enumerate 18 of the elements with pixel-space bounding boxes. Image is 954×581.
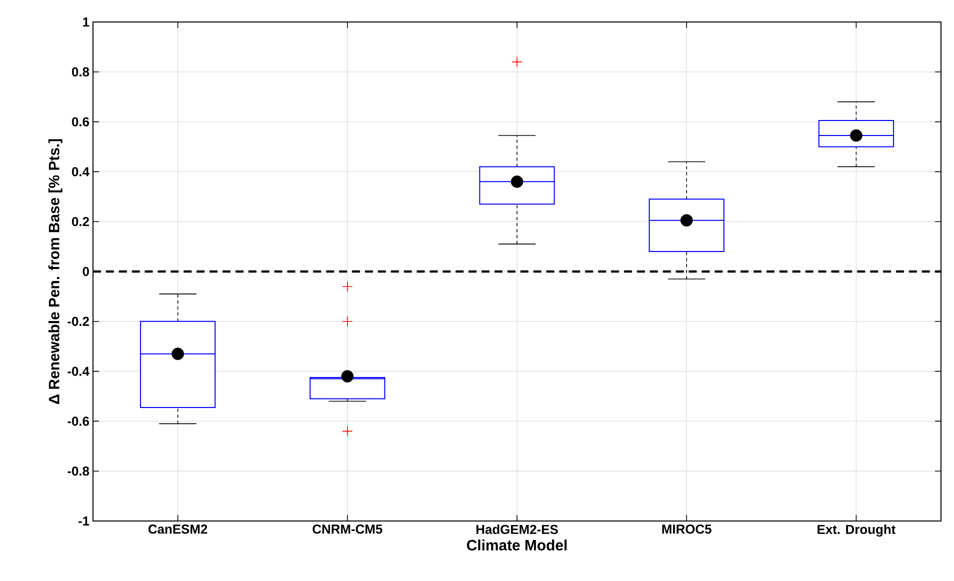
y-tick-label: 0.6 xyxy=(72,117,90,126)
y-tick-label: -1 xyxy=(78,516,90,526)
y-tick-label: 0.8 xyxy=(72,67,90,76)
y-tick-label: 1 xyxy=(83,18,90,26)
y-tick-label: -0.2 xyxy=(68,316,89,326)
y-tick-label: -0.4 xyxy=(68,366,90,376)
y-tick-label: 0.2 xyxy=(72,217,89,226)
y-tick-label: -0.8 xyxy=(68,466,90,476)
y-tick-label: 0.4 xyxy=(72,167,90,176)
x-tick-label: HadGEM2-ES xyxy=(476,524,558,534)
y-tick-label: 0 xyxy=(82,266,89,276)
x-tick-label: CNRM-CM5 xyxy=(312,524,382,534)
x-tick-label: MIROC5 xyxy=(662,524,712,534)
x-tick-label: CanESM2 xyxy=(148,524,208,534)
x-tick-label: Ext. Drought xyxy=(818,524,896,537)
y-tick-label: -0.6 xyxy=(68,416,90,426)
y-axis-title: Δ Renewable Pen. from Base [% Pts.] xyxy=(48,139,62,404)
x-axis-title: Climate Model xyxy=(466,540,567,550)
